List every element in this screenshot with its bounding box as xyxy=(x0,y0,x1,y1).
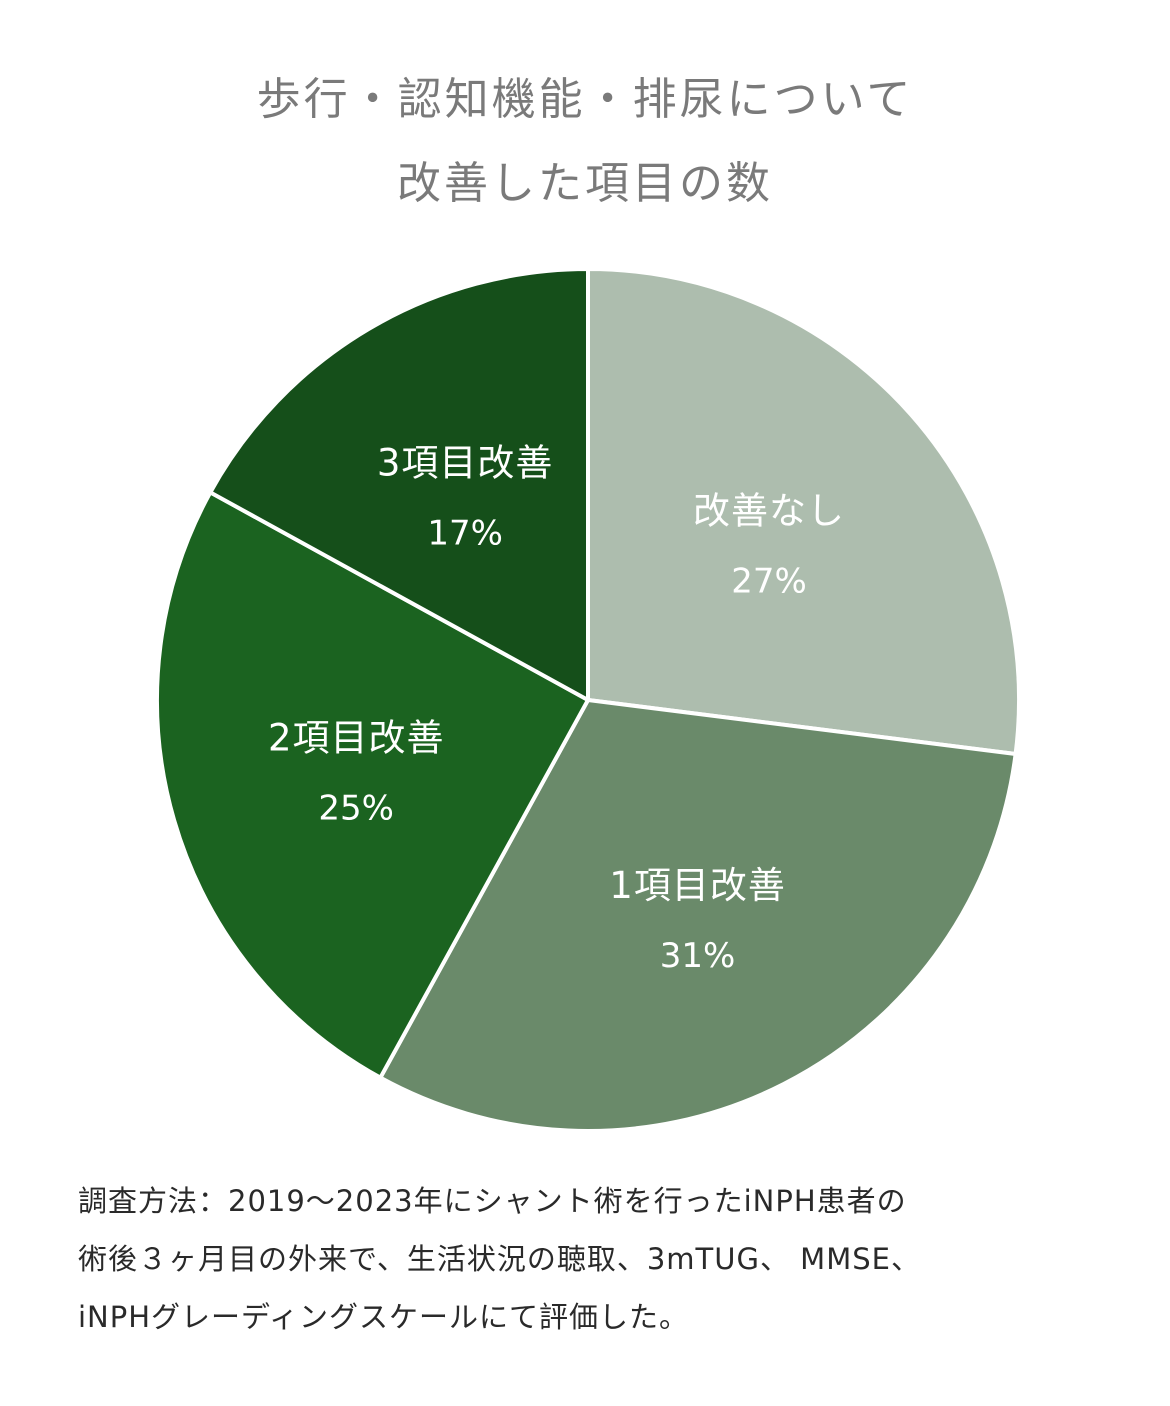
pie-slice-3 xyxy=(155,490,590,1080)
slice-label-1: 改善なし xyxy=(693,489,845,532)
footnote-line-2: 術後３ヶ月目の外来で、生活状況の聴取、3mTUG、 MMSE、 xyxy=(78,1242,921,1276)
slice-percent-3: 25% xyxy=(318,788,394,828)
footnote-line-1: 調査方法：2019〜2023年にシャント術を行ったiNPH患者の xyxy=(78,1184,907,1218)
slice-label-4: 3項目改善 xyxy=(377,441,554,484)
slice-label-3: 2項目改善 xyxy=(268,716,445,759)
pie-slice-1 xyxy=(586,267,1021,757)
slice-label-2: 1項目改善 xyxy=(609,864,786,907)
chart-title-line-2: 改善した項目の数 xyxy=(397,158,773,209)
slice-percent-1: 27% xyxy=(731,561,807,601)
pie-slice-4 xyxy=(208,267,590,702)
slice-percent-2: 31% xyxy=(660,936,736,976)
survey-method-note: 調査方法：2019〜2023年にシャント術を行ったiNPH患者の 術後３ヶ月目の… xyxy=(78,1172,1108,1346)
chart-title-line-1: 歩行・認知機能・排尿について xyxy=(256,74,914,125)
pie-slices xyxy=(155,267,1021,1133)
footnote-line-3: iNPHグレーディングスケールにて評価した。 xyxy=(78,1300,690,1334)
pie-labels: 改善なし 27% 1項目改善 31% 2項目改善 25% 3項目改善 17% xyxy=(268,441,845,976)
slice-percent-4: 17% xyxy=(427,513,503,553)
pie-slice-2 xyxy=(378,698,1018,1133)
